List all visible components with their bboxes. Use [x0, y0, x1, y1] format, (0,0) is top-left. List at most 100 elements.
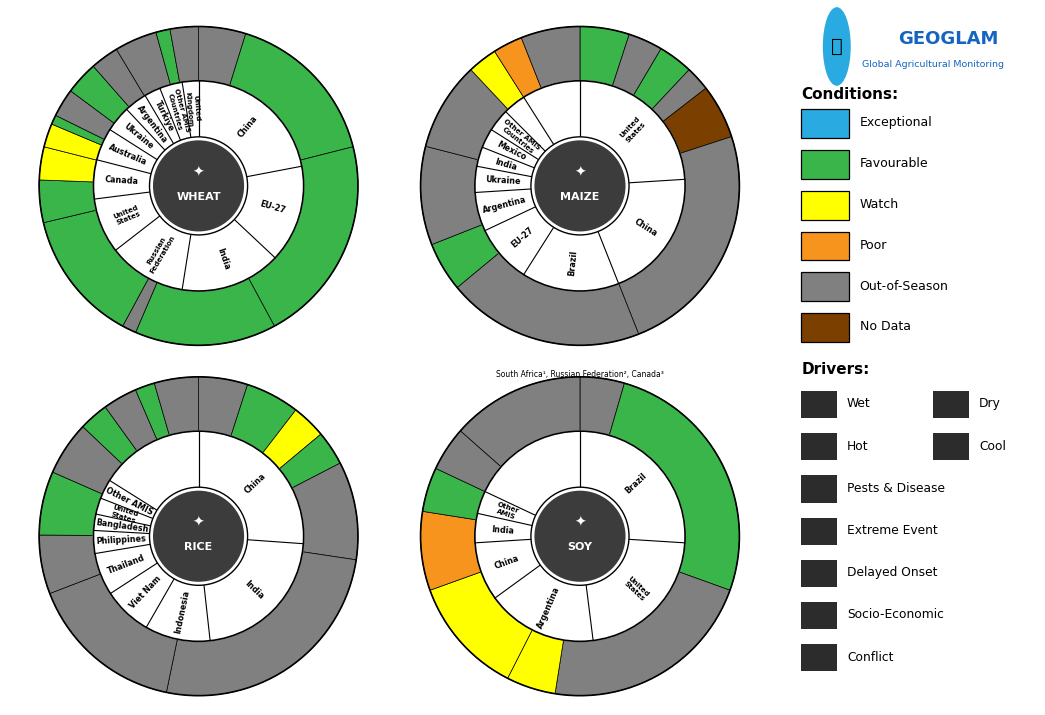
Circle shape	[152, 489, 246, 583]
Wedge shape	[420, 147, 482, 245]
FancyBboxPatch shape	[802, 644, 837, 671]
Wedge shape	[170, 26, 199, 82]
Circle shape	[474, 80, 686, 292]
Text: Bangladesh: Bangladesh	[95, 518, 148, 534]
Text: Australia: Australia	[107, 143, 148, 167]
Text: China: China	[242, 471, 268, 495]
Text: Cool: Cool	[979, 440, 1006, 453]
FancyBboxPatch shape	[802, 109, 850, 138]
Text: Argentina: Argentina	[536, 585, 562, 630]
Text: EU-27: EU-27	[509, 225, 535, 249]
Text: SOY: SOY	[567, 543, 593, 553]
Wedge shape	[55, 91, 114, 139]
Text: India: India	[491, 525, 514, 536]
Wedge shape	[652, 69, 706, 122]
Wedge shape	[156, 29, 180, 84]
Wedge shape	[50, 574, 178, 692]
Wedge shape	[494, 38, 541, 97]
Circle shape	[412, 368, 748, 704]
Text: Exceptional: Exceptional	[860, 117, 932, 129]
Text: ✦: ✦	[574, 166, 586, 179]
Text: United
States: United States	[622, 576, 650, 603]
Text: Viet Nam: Viet Nam	[127, 574, 163, 611]
Wedge shape	[52, 427, 122, 494]
Text: Brazil: Brazil	[624, 471, 649, 495]
Wedge shape	[420, 511, 481, 591]
Text: India: India	[493, 157, 518, 172]
Text: RICE: RICE	[184, 543, 213, 553]
Text: 🌍: 🌍	[831, 37, 842, 56]
Text: Favourable: Favourable	[860, 157, 928, 170]
Wedge shape	[199, 377, 248, 436]
Wedge shape	[422, 468, 485, 520]
Wedge shape	[436, 431, 502, 491]
Text: Dry: Dry	[979, 398, 1001, 410]
Circle shape	[93, 80, 304, 292]
Circle shape	[412, 18, 748, 354]
Text: Indonesia: Indonesia	[173, 589, 191, 634]
Wedge shape	[83, 407, 137, 464]
FancyBboxPatch shape	[802, 313, 850, 342]
Text: Watch: Watch	[860, 198, 899, 211]
Wedge shape	[619, 137, 740, 334]
Wedge shape	[633, 49, 689, 109]
Wedge shape	[122, 278, 157, 332]
Wedge shape	[663, 88, 731, 154]
Text: Turkiye: Turkiye	[154, 99, 176, 134]
Wedge shape	[457, 253, 638, 345]
Wedge shape	[609, 383, 740, 591]
Text: China: China	[632, 217, 658, 238]
FancyBboxPatch shape	[933, 433, 969, 460]
Circle shape	[533, 139, 627, 233]
Text: ✦: ✦	[192, 166, 205, 179]
Wedge shape	[580, 377, 625, 435]
Text: Russian
Federation: Russian Federation	[142, 231, 176, 275]
Text: Other AMIS
Countries: Other AMIS Countries	[166, 88, 190, 134]
Text: United
States: United States	[113, 204, 142, 227]
Text: Hot: Hot	[846, 440, 868, 453]
Text: Conditions:: Conditions:	[802, 87, 899, 102]
Wedge shape	[199, 26, 246, 86]
FancyBboxPatch shape	[802, 391, 837, 418]
FancyBboxPatch shape	[802, 272, 850, 301]
Wedge shape	[39, 472, 102, 536]
Text: Conflict: Conflict	[846, 651, 893, 664]
Text: India: India	[243, 578, 265, 601]
Text: Delayed Onset: Delayed Onset	[846, 566, 937, 579]
Wedge shape	[580, 26, 629, 86]
Text: No Data: No Data	[860, 320, 910, 333]
Wedge shape	[249, 147, 358, 326]
Circle shape	[30, 368, 367, 704]
Text: Socio-Economic: Socio-Economic	[846, 608, 944, 621]
Wedge shape	[51, 115, 104, 145]
Text: Argentina: Argentina	[482, 195, 528, 215]
FancyBboxPatch shape	[802, 602, 837, 629]
Text: Other AMIS
Countries: Other AMIS Countries	[498, 119, 541, 157]
FancyBboxPatch shape	[802, 191, 850, 220]
Wedge shape	[44, 124, 101, 160]
Wedge shape	[230, 34, 353, 160]
Text: Global Agricultural Monitoring: Global Agricultural Monitoring	[862, 60, 1004, 69]
Text: China: China	[493, 554, 520, 571]
Text: Ukraine: Ukraine	[122, 122, 156, 152]
Text: MAIZE: MAIZE	[560, 192, 600, 202]
Wedge shape	[425, 69, 508, 159]
Text: Drivers:: Drivers:	[802, 363, 869, 377]
Text: ✦: ✦	[192, 516, 205, 530]
Text: Ukraine: Ukraine	[485, 175, 520, 187]
Wedge shape	[155, 377, 199, 435]
Circle shape	[30, 18, 367, 354]
Wedge shape	[136, 383, 169, 440]
Circle shape	[474, 430, 686, 642]
FancyBboxPatch shape	[802, 475, 837, 503]
Text: Wet: Wet	[846, 398, 870, 410]
Text: United
Kingdom: United Kingdom	[185, 91, 201, 127]
Circle shape	[822, 7, 851, 86]
FancyBboxPatch shape	[802, 433, 837, 460]
Text: Out-of-Season: Out-of-Season	[860, 280, 949, 292]
Wedge shape	[40, 147, 96, 182]
Text: Other
AMIS: Other AMIS	[494, 501, 519, 521]
Wedge shape	[429, 572, 532, 679]
Text: EU-27: EU-27	[259, 199, 286, 215]
FancyBboxPatch shape	[802, 560, 837, 587]
